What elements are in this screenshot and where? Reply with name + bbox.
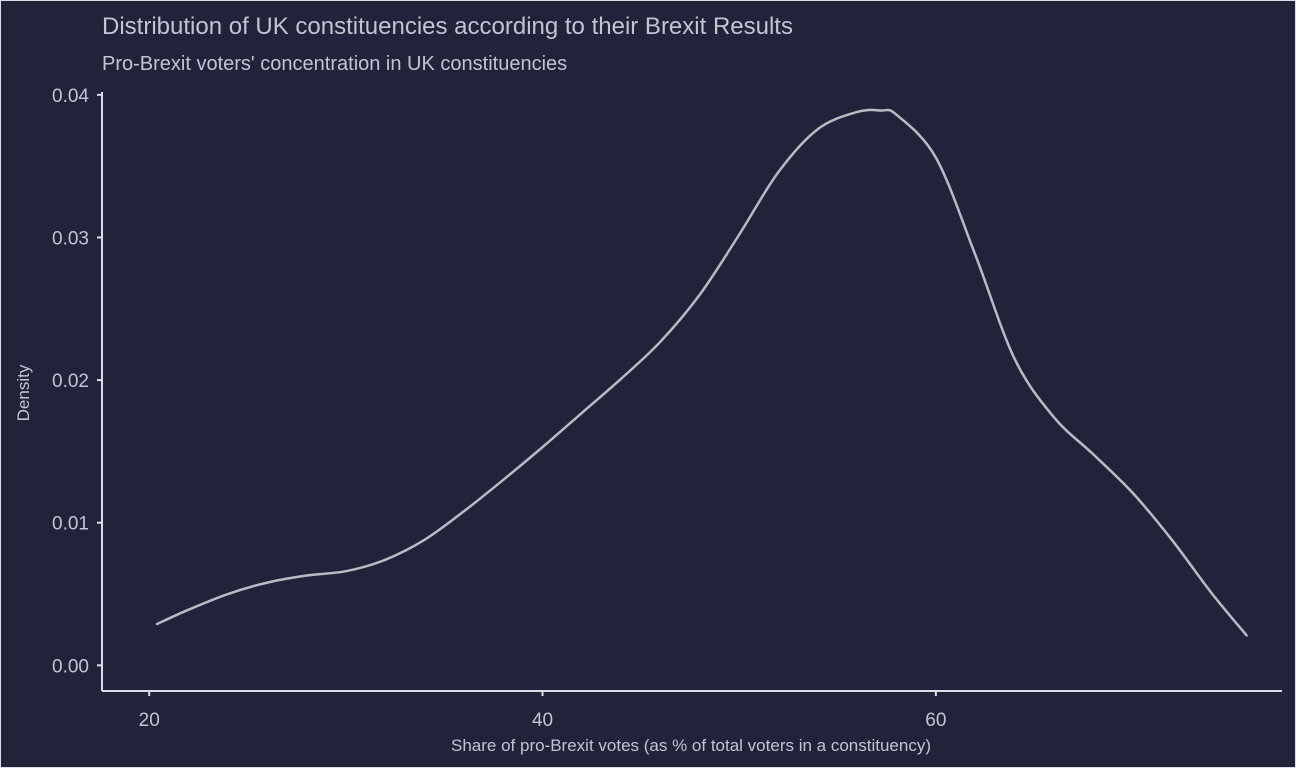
y-ticks-group: 0.00 0.01 0.02 0.03 0.04 xyxy=(52,86,102,677)
y-tick-label: 0.01 xyxy=(52,514,89,535)
y-axis-label: Density xyxy=(14,364,33,421)
x-ticks-group: 20 40 60 xyxy=(139,691,946,731)
chart-subtitle: Pro-Brexit voters' concentration in UK c… xyxy=(102,53,568,75)
density-curve xyxy=(155,108,1248,637)
axes-group xyxy=(101,92,1282,692)
x-tick-label: 40 xyxy=(532,710,553,731)
y-tick-label: 0.00 xyxy=(52,656,89,677)
y-tick-label: 0.03 xyxy=(52,228,89,249)
x-tick-label: 20 xyxy=(139,710,160,731)
y-tick-label: 0.04 xyxy=(52,86,89,107)
y-tick-label: 0.02 xyxy=(52,371,89,392)
x-axis-label: Share of pro-Brexit votes (as % of total… xyxy=(451,736,931,755)
chart-title: Distribution of UK constituencies accord… xyxy=(102,13,793,40)
x-tick-label: 60 xyxy=(925,710,946,731)
